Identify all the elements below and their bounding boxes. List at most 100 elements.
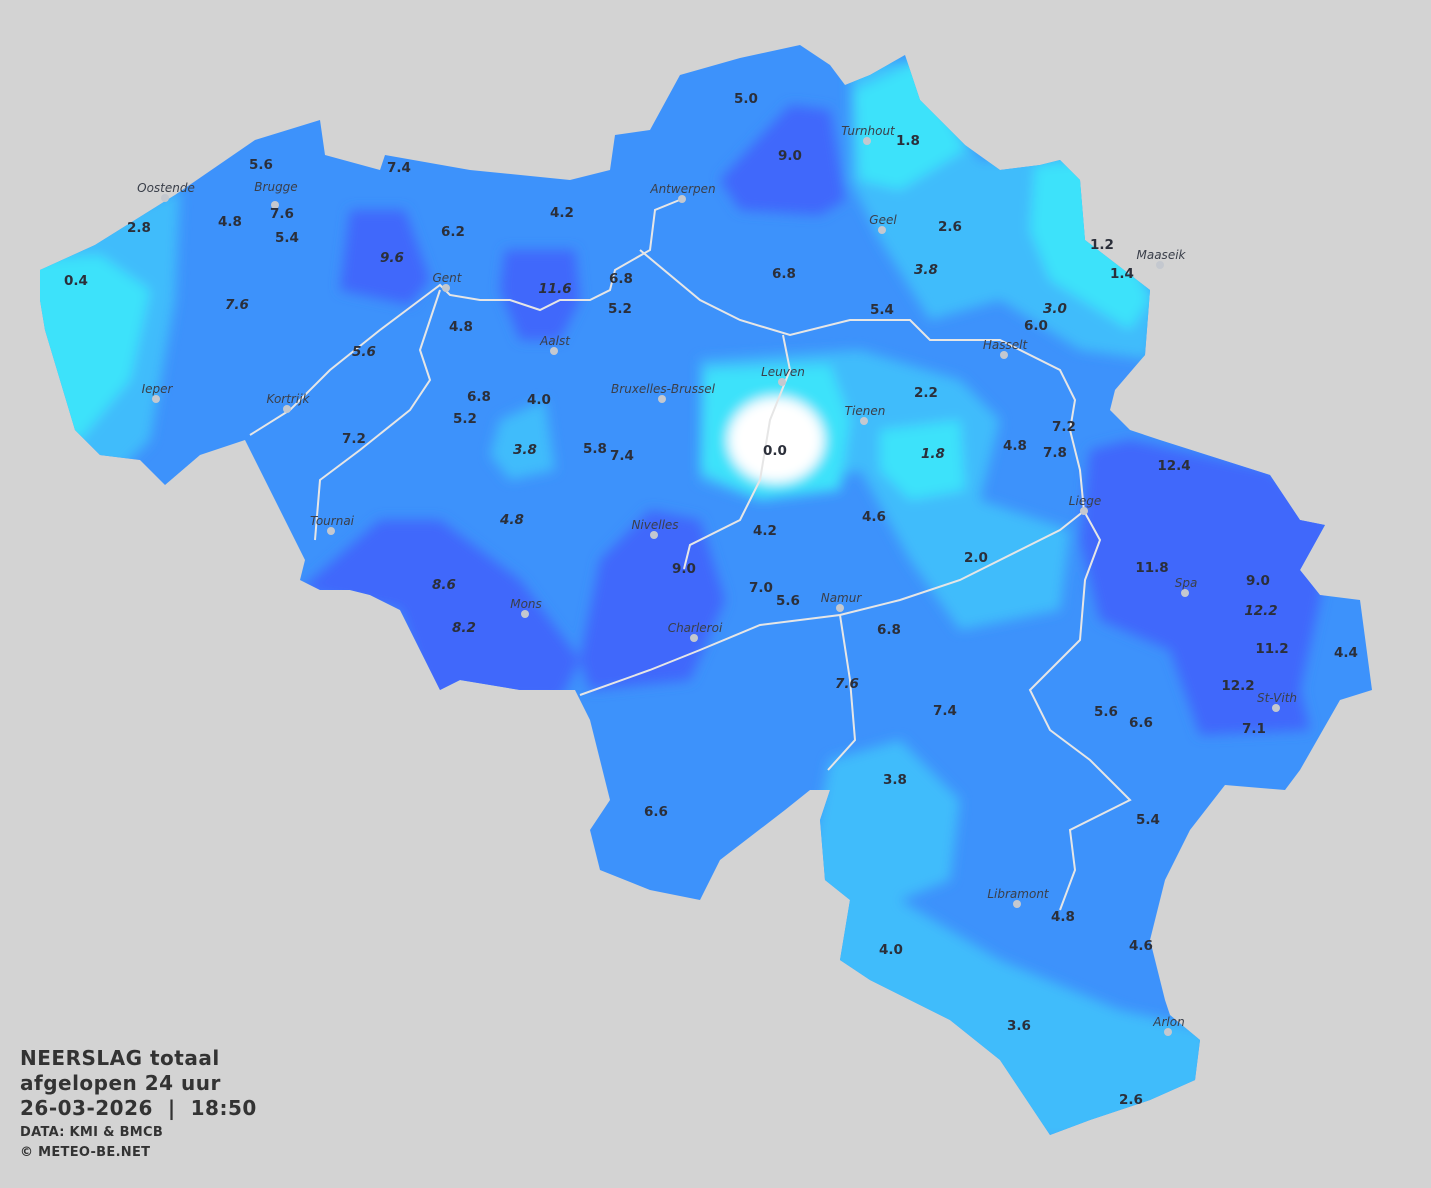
rain-value: 4.4 — [1334, 645, 1358, 661]
city-label: Ieper — [142, 382, 174, 396]
legend-source: DATA: KMI & BMCB — [20, 1125, 164, 1140]
river-line — [249, 198, 683, 436]
legend-separator: | — [167, 1096, 176, 1120]
city-brugge: Brugge — [254, 180, 298, 209]
city-label: Bruxelles-Brussel — [611, 382, 716, 396]
city-oostende: Oostende — [137, 181, 195, 202]
rain-value: 5.2 — [608, 301, 632, 317]
city-label: Charleroi — [668, 621, 723, 635]
rain-value: 5.4 — [275, 230, 299, 246]
rivers — [249, 198, 1132, 911]
city-namur: Namur — [821, 591, 863, 612]
city-dot — [442, 284, 450, 292]
city-dot — [550, 347, 558, 355]
city-label: Turnhout — [841, 124, 896, 138]
city-label: St-Vith — [1257, 691, 1297, 705]
city-label: Kortrijk — [267, 392, 311, 406]
rain-value: 0.4 — [64, 273, 88, 289]
rain-zone-high-aalst — [500, 250, 580, 340]
rain-value: 5.8 — [583, 441, 607, 457]
map-legend: NEERSLAG totaal afgelopen 24 uur 26-03-2… — [20, 1046, 257, 1163]
city-bruxelles-brussel: Bruxelles-Brussel — [611, 382, 716, 403]
city-dot — [1272, 704, 1280, 712]
city-geel: Geel — [869, 213, 897, 234]
city-leuven: Leuven — [761, 365, 805, 386]
river-line — [827, 614, 857, 771]
city-label: Tienen — [845, 404, 886, 418]
city-liege: Liege — [1069, 494, 1101, 515]
rain-value: 3.8 — [914, 262, 938, 278]
city-dot — [1181, 589, 1189, 597]
rain-value: 1.8 — [896, 133, 920, 149]
city-label: Namur — [821, 591, 863, 605]
city-tournai: Tournai — [310, 514, 355, 535]
city-dot — [327, 527, 335, 535]
city-turnhout: Turnhout — [841, 124, 896, 145]
rain-value: 3.6 — [1007, 1018, 1031, 1034]
rain-value: 2.2 — [914, 385, 938, 401]
city-dot — [778, 378, 786, 386]
city-label: Leuven — [761, 365, 805, 379]
rain-value: 7.2 — [1052, 419, 1076, 435]
city-dot — [863, 137, 871, 145]
city-libramont: Libramont — [987, 887, 1050, 908]
legend-copyright: © METEO-BE.NET — [20, 1145, 151, 1160]
rain-value: 6.2 — [441, 224, 465, 240]
city-label: Aalst — [539, 334, 571, 348]
rain-value: 7.8 — [1043, 445, 1067, 461]
rain-value: 8.2 — [452, 620, 476, 636]
rain-value: 6.6 — [644, 804, 668, 820]
rain-value: 5.6 — [776, 593, 800, 609]
river-line — [639, 249, 1085, 512]
city-markers: Turnhout Oostende Brugge Antwerpen Geel Maase… — [137, 124, 1297, 1036]
rain-value: 4.8 — [218, 214, 242, 230]
city-dot — [152, 395, 160, 403]
legend-subtitle: afgelopen 24 uur — [20, 1071, 221, 1095]
rain-value: 8.6 — [432, 577, 456, 593]
rain-value: 4.8 — [1051, 909, 1075, 925]
city-label: Gent — [433, 271, 463, 285]
rain-value: 1.8 — [921, 446, 945, 462]
city-label: Geel — [869, 213, 897, 227]
rain-values: 5.0 9.0 1.8 5.6 7.4 7.6 2.8 4.8 5.4 6.2 4.2 2.6 1.2 1… — [64, 91, 1358, 1108]
rain-value: 4.0 — [879, 942, 903, 958]
rain-value: 1.2 — [1090, 237, 1114, 253]
rain-zone-zero — [728, 397, 824, 483]
rain-value: 4.8 — [449, 319, 473, 335]
rain-value: 11.2 — [1255, 641, 1288, 657]
rain-value: 5.6 — [249, 157, 273, 173]
rain-zone-very-low-turnhout — [855, 60, 965, 190]
rain-zone-high-tournai — [300, 520, 580, 700]
rain-value: 7.6 — [270, 206, 294, 222]
rain-value: 5.6 — [352, 344, 376, 360]
rain-value: 7.4 — [387, 160, 411, 176]
city-dot — [878, 226, 886, 234]
rain-value: 7.4 — [933, 703, 957, 719]
city-label: Nivelles — [631, 518, 678, 532]
rain-value: 6.0 — [1024, 318, 1048, 334]
rain-value: 4.6 — [862, 509, 886, 525]
rain-value: 11.6 — [538, 281, 571, 297]
city-dot — [521, 610, 529, 618]
city-dot — [283, 405, 291, 413]
rain-value: 7.0 — [749, 580, 773, 596]
city-nivelles: Nivelles — [631, 518, 679, 539]
city-dot — [690, 634, 698, 642]
rain-value: 0.0 — [763, 443, 787, 459]
rain-value: 9.0 — [1246, 573, 1270, 589]
legend-time: 18:50 — [190, 1096, 257, 1120]
city-label: Spa — [1175, 576, 1198, 590]
city-label: Antwerpen — [649, 182, 715, 196]
rain-value: 7.2 — [342, 431, 366, 447]
rain-value: 6.8 — [772, 266, 796, 282]
rain-value: 3.8 — [513, 442, 537, 458]
rain-zone-high-east — [1080, 440, 1330, 735]
rain-value: 7.1 — [1242, 721, 1266, 737]
rain-value: 2.0 — [964, 550, 988, 566]
city-label: Liege — [1069, 494, 1101, 508]
rain-value: 4.8 — [1003, 438, 1027, 454]
city-dot — [860, 417, 868, 425]
city-kortrijk: Kortrijk — [267, 392, 311, 413]
city-label: Maaseik — [1137, 248, 1187, 262]
rain-value: 12.2 — [1244, 603, 1277, 619]
